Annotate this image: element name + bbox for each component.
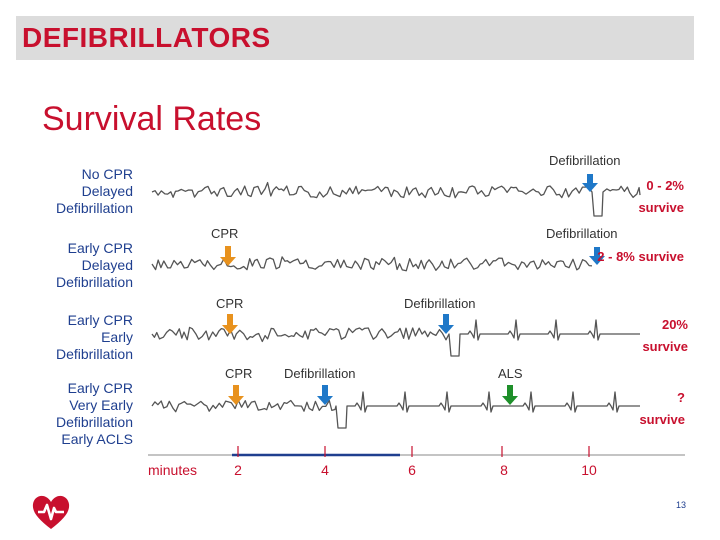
ecg-trace-early-cpr-delayed [151,256,593,272]
cpr-arrow-icon [233,385,239,397]
header-bar [16,16,694,60]
cpr-arrow-icon [220,257,236,266]
row-label-line: Very Early [69,397,133,413]
defibrillation-label: Defibrillation [549,153,621,168]
axis-tick-label: 6 [408,462,416,478]
defibrillation-label: Defibrillation [404,296,476,311]
cpr-label: CPR [225,366,253,381]
page-header-title: DEFIBRILLATORS [22,22,271,53]
row-outcome: 0 - 2% survive [638,175,684,219]
row-label-line: Early CPR [67,240,133,256]
als-arrow-icon [502,396,518,405]
axis-tick-label: 2 [234,462,242,478]
row-label-line: Defibrillation [55,200,133,216]
axis-tick-label: 8 [500,462,508,478]
ecg-trace-no-cpr [151,181,641,217]
row-label-line: No CPR [81,166,133,182]
row-label-line: Early CPR [67,312,133,328]
row-label-line: Defibrillation [55,346,133,362]
row-label-line: Early CPR [67,380,133,396]
row-label-early-cpr-delayed: Early CPR Delayed Defibrillation [0,240,133,291]
row-outcome: ? survive [639,387,685,431]
row-label-no-cpr: No CPR Delayed Defibrillation [0,166,133,217]
cpr-label: CPR [211,226,239,241]
cpr-arrow-icon [222,325,238,334]
cpr-arrow-icon [228,396,244,405]
axis-tick-label: 10 [581,462,597,478]
defibrillation-arrow-icon [443,314,449,326]
row-outcome: 2 - 8% survive [597,246,684,268]
als-label: ALS [498,366,523,381]
outcome-line: survive [639,412,685,427]
defibrillation-label: Defibrillation [284,366,356,381]
defibrillation-arrow-icon [582,183,598,192]
cpr-arrow-icon [227,314,233,326]
defibrillation-arrow-icon [587,174,593,184]
defibrillation-arrow-icon [322,385,328,397]
heart-defibrillator-logo-icon [32,495,70,529]
row-label-very-early: Early CPR Very Early Defibrillation Earl… [0,380,133,448]
ecg-trace-early-cpr-early [151,319,640,357]
defibrillation-arrow-icon [589,256,605,265]
page-number: 13 [676,500,687,510]
defibrillation-arrow-icon [438,325,454,334]
row-outcome: 20% survive [642,314,688,358]
outcome-line: 2 - 8% survive [597,249,684,264]
row-label-line: Early [101,329,133,345]
outcome-line: ? [677,390,685,405]
row-label-early-cpr-early: Early CPR Early Defibrillation [0,312,133,363]
defibrillation-arrow-icon [594,247,600,257]
row-label-line: Early ACLS [61,431,133,447]
outcome-line: 20% [661,317,688,332]
outcome-line: 0 - 2% [646,178,684,193]
als-arrow-icon [507,385,513,397]
outcome-line: survive [642,339,688,354]
defibrillation-label: Defibrillation [546,226,618,241]
defibrillation-arrow-icon [317,396,333,405]
row-label-line: Defibrillation [55,274,133,290]
cpr-label: CPR [216,296,244,311]
axis-unit-label: minutes [148,462,198,478]
row-label-line: Delayed [81,183,133,199]
row-label-line: Defibrillation [55,414,133,430]
section-title: Survival Rates [42,100,262,138]
outcome-line: survive [638,200,684,215]
axis-tick-label: 4 [321,462,329,478]
cpr-arrow-icon [225,246,231,258]
row-label-line: Delayed [81,257,133,273]
ecg-trace-very-early [151,391,640,429]
